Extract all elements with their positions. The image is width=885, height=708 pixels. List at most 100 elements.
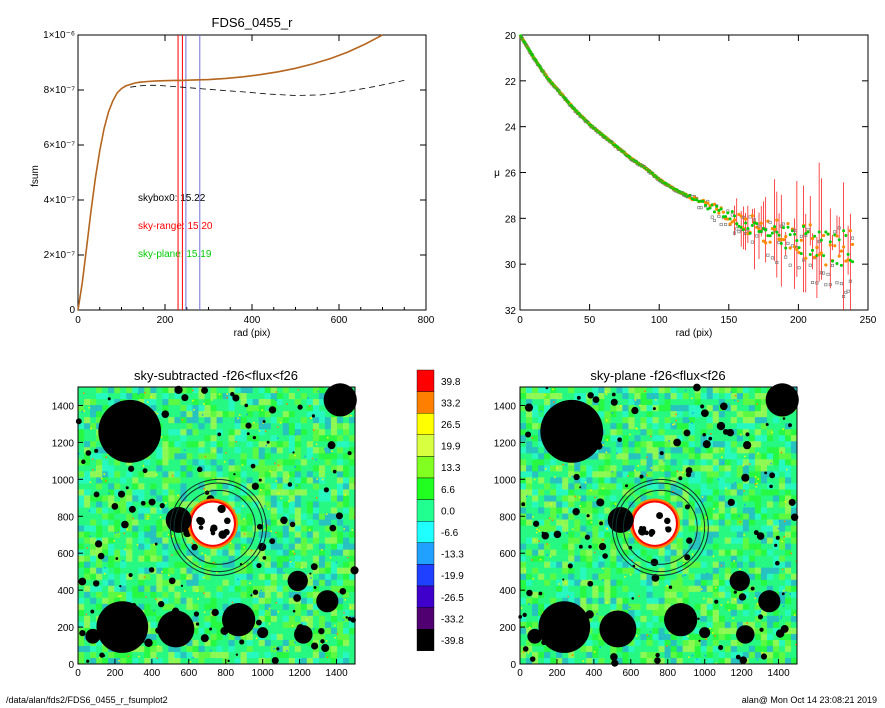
noise-cell xyxy=(288,537,296,544)
noise-cell xyxy=(252,489,259,496)
noise-cell xyxy=(294,507,302,514)
noise-cell xyxy=(532,567,539,574)
green-point xyxy=(822,254,826,258)
noise-cell xyxy=(288,429,296,436)
noise-cell xyxy=(120,555,127,562)
noise-cell xyxy=(574,651,581,659)
noise-cell xyxy=(628,495,635,502)
noise-cell xyxy=(204,591,211,599)
noise-cell xyxy=(156,393,163,400)
noise-cell xyxy=(198,597,205,605)
noise-cell xyxy=(240,393,247,400)
noise-cell xyxy=(120,513,127,520)
noise-cell xyxy=(306,603,314,611)
noise-cell xyxy=(222,423,229,430)
x-tick-label: 100 xyxy=(651,315,668,326)
mu-plot-ylabel: μ xyxy=(494,168,500,179)
noise-cell xyxy=(562,531,569,538)
noise-cell xyxy=(682,399,689,406)
sky-plane-image: 0 200 400 600 800 1000 1200 1400020040060080010… xyxy=(494,383,799,679)
noise-cell xyxy=(646,453,653,460)
noise-cell xyxy=(640,411,647,418)
noise-cell xyxy=(96,489,103,496)
noise-cell xyxy=(538,501,545,508)
noise-cell xyxy=(108,567,115,574)
noise-cell xyxy=(270,435,278,442)
noise-cell xyxy=(520,639,527,647)
noise-cell xyxy=(598,645,605,653)
speckle xyxy=(226,393,228,395)
sky-plane-image-panel: sky-plane -f26<flux<f26 0 200 400 600 800 100… xyxy=(494,368,799,679)
green-point xyxy=(726,211,730,215)
noise-cell xyxy=(180,465,187,472)
noise-cell xyxy=(198,405,205,412)
noise-cell xyxy=(706,465,713,472)
noise-cell xyxy=(330,459,338,466)
orange-point xyxy=(764,241,768,245)
orange-point xyxy=(772,227,777,231)
speckle xyxy=(350,414,352,417)
colorbar-swatch xyxy=(416,499,435,522)
green-point xyxy=(697,199,701,203)
noise-cell xyxy=(628,417,635,424)
noise-cell xyxy=(688,531,695,538)
noise-cell xyxy=(682,657,689,665)
noise-cell xyxy=(520,411,527,418)
noise-cell xyxy=(216,393,223,400)
noise-cell xyxy=(622,477,629,484)
noise-cell xyxy=(186,603,193,611)
green-point xyxy=(735,222,739,226)
noise-cell xyxy=(550,393,557,400)
noise-cell xyxy=(252,537,259,544)
speckle xyxy=(193,409,195,411)
noise-cell xyxy=(288,531,296,538)
noise-cell xyxy=(330,645,338,653)
noise-cell xyxy=(676,633,683,641)
noise-cell xyxy=(330,417,338,424)
noise-cell xyxy=(240,525,247,532)
noise-cell xyxy=(610,423,617,430)
green-point xyxy=(766,234,770,238)
speckle xyxy=(292,550,294,553)
noise-cell xyxy=(688,399,695,406)
noise-cell xyxy=(676,417,683,424)
noise-cell xyxy=(120,561,127,568)
noise-cell xyxy=(670,399,677,406)
noise-cell xyxy=(336,501,344,508)
noise-cell xyxy=(180,429,187,436)
noise-cell xyxy=(520,399,527,406)
noise-cell xyxy=(604,543,611,550)
noise-cell xyxy=(192,453,199,460)
noise-cell xyxy=(312,507,320,514)
orange-point xyxy=(848,229,852,233)
noise-cell xyxy=(252,549,259,556)
noise-cell xyxy=(324,471,332,478)
noise-cell xyxy=(108,489,115,496)
noise-cell xyxy=(538,393,545,400)
noise-cell xyxy=(96,405,103,412)
noise-cell xyxy=(78,609,85,617)
noise-cell xyxy=(670,555,677,562)
noise-cell xyxy=(156,405,163,412)
noise-cell xyxy=(306,519,314,526)
mu-plot: rad (pix) μ 0 50 100 150 200 2502022242628303… xyxy=(494,31,877,339)
noise-cell xyxy=(276,501,284,508)
noise-cell xyxy=(180,489,187,496)
noise-cell xyxy=(222,645,229,653)
noise-cell xyxy=(174,561,181,568)
noise-cell xyxy=(156,387,163,394)
galaxy-star-mask xyxy=(196,517,205,526)
orange-point xyxy=(728,222,732,226)
speckle xyxy=(238,414,241,416)
noise-cell xyxy=(616,405,623,412)
noise-cell xyxy=(210,603,217,611)
noise-cell xyxy=(556,507,563,514)
noise-cell xyxy=(264,639,271,647)
noise-cell xyxy=(120,651,127,659)
speckle xyxy=(199,565,201,568)
noise-cell xyxy=(568,657,575,665)
noise-cell xyxy=(580,507,587,514)
speckle xyxy=(120,595,122,597)
noise-cell xyxy=(126,393,133,400)
noise-cell xyxy=(282,573,290,580)
